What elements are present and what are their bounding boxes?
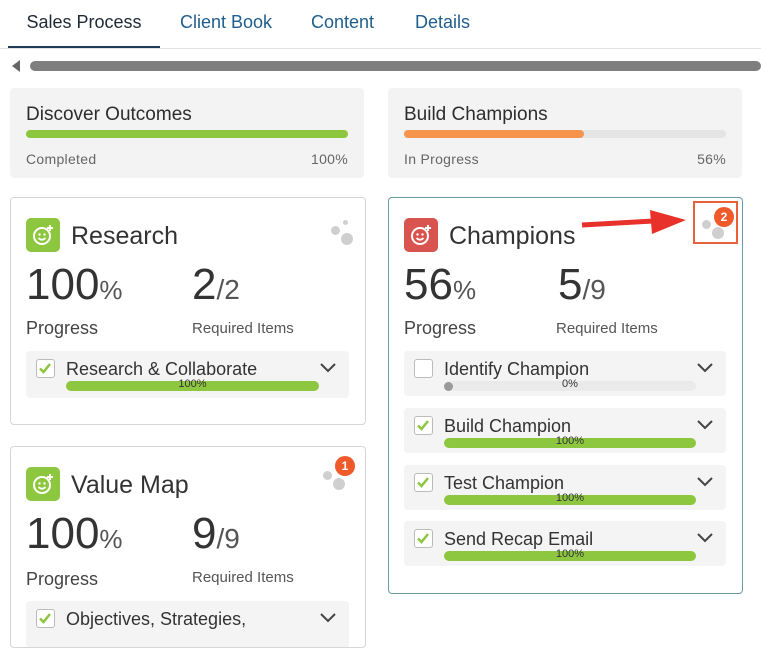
- notification-badge[interactable]: 2: [714, 207, 734, 227]
- summary-progress-bar: [404, 130, 726, 138]
- item-checkbox[interactable]: [414, 359, 433, 378]
- item-label: Research & Collaborate: [66, 359, 258, 379]
- tab-content[interactable]: Content: [311, 12, 375, 32]
- item-progress-bar: [444, 551, 696, 561]
- check-icon: [39, 363, 51, 374]
- stage-required-count: 5/9: [558, 260, 606, 309]
- checklist-item[interactable]: Research & Collaborate 100%: [26, 351, 349, 398]
- people-dots-icon[interactable]: [702, 214, 728, 240]
- horizontal-scrollbar[interactable]: [30, 61, 761, 71]
- summary-progress-fill: [404, 130, 585, 138]
- progress-label: Progress: [26, 569, 99, 589]
- item-percent: 0%: [562, 378, 578, 390]
- summary-title: Build Champions: [404, 104, 548, 125]
- item-checkbox[interactable]: [36, 609, 55, 628]
- smiley-plus-icon: [26, 467, 60, 501]
- chevron-down-icon[interactable]: [318, 609, 338, 625]
- required-items-label: Required Items: [556, 320, 658, 337]
- item-percent: 100%: [555, 435, 585, 447]
- item-checkbox[interactable]: [36, 359, 55, 378]
- required-items-label: Required Items: [192, 320, 294, 337]
- annotation-highlight-box: [693, 201, 738, 244]
- stage-title: Value Map: [71, 471, 189, 499]
- summary-status: In Progress: [404, 151, 479, 167]
- item-label: Build Champion: [444, 416, 572, 436]
- item-label: Test Champion: [444, 473, 565, 493]
- required-items-label: Required Items: [192, 569, 294, 586]
- check-icon: [417, 420, 429, 431]
- progress-label: Progress: [404, 318, 477, 338]
- chevron-down-icon[interactable]: [695, 359, 715, 375]
- item-label: Send Recap Email: [444, 529, 594, 549]
- item-label: Objectives, Strategies,: [66, 609, 247, 629]
- item-progress-bar: [66, 381, 319, 391]
- people-dots-icon[interactable]: [323, 465, 349, 491]
- check-icon: [417, 477, 429, 488]
- stage-card-champions[interactable]: Champions 2 56% 5/9 Progress Required It…: [388, 197, 743, 594]
- item-percent: 100%: [178, 378, 207, 390]
- progress-label: Progress: [26, 318, 99, 338]
- checklist-item[interactable]: Test Champion 100%: [404, 465, 726, 510]
- stage-progress-value: 100%: [26, 260, 123, 309]
- annotation-arrow-icon: [581, 210, 686, 234]
- stage-title: Champions: [449, 222, 576, 250]
- summary-progress-bar: [26, 130, 348, 138]
- item-percent: 100%: [555, 492, 585, 504]
- checklist-item[interactable]: Send Recap Email 100%: [404, 521, 726, 566]
- tab-client-book[interactable]: Client Book: [180, 12, 273, 32]
- stage-progress-value: 56%: [404, 260, 477, 309]
- checklist-item[interactable]: Build Champion 100%: [404, 408, 726, 453]
- check-icon: [39, 613, 51, 624]
- smiley-plus-icon: [26, 218, 60, 252]
- summary-title: Discover Outcomes: [26, 104, 192, 125]
- chevron-down-icon[interactable]: [695, 529, 715, 545]
- item-checkbox[interactable]: [414, 529, 433, 548]
- scroll-left-arrow-icon[interactable]: [12, 60, 20, 72]
- item-checkbox[interactable]: [414, 416, 433, 435]
- stage-required-count: 9/9: [192, 509, 240, 558]
- summary-progress-fill: [26, 130, 348, 138]
- item-checkbox[interactable]: [414, 473, 433, 492]
- tab-bar: Sales Process Client Book Content Detail…: [0, 0, 761, 49]
- summary-percent: 56%: [697, 151, 726, 167]
- chevron-down-icon[interactable]: [695, 416, 715, 432]
- checklist-item[interactable]: Objectives, Strategies,: [26, 601, 349, 647]
- tab-sales-process[interactable]: Sales Process: [8, 0, 160, 48]
- stage-title: Research: [71, 222, 178, 250]
- stage-progress-value: 100%: [26, 509, 123, 558]
- item-progress-bar: [444, 438, 696, 448]
- summary-build-champions[interactable]: Build Champions In Progress 56%: [388, 88, 742, 178]
- tab-details[interactable]: Details: [415, 12, 471, 32]
- people-dots-icon[interactable]: [331, 220, 357, 246]
- stage-card-research[interactable]: Research 100% 2/2 Progress Required Item…: [10, 197, 366, 425]
- stage-card-value-map[interactable]: Value Map 1 100% 9/9 Progress Required I…: [10, 446, 366, 648]
- summary-status: Completed: [26, 151, 97, 167]
- item-percent: 100%: [555, 548, 585, 560]
- item-label: Identify Champion: [444, 359, 590, 379]
- smiley-plus-icon: [404, 218, 438, 252]
- summary-discover-outcomes[interactable]: Discover Outcomes Completed 100%: [10, 88, 364, 178]
- item-progress-bar: [444, 381, 696, 391]
- progress-knob: [444, 382, 453, 391]
- stage-required-count: 2/2: [192, 260, 240, 309]
- checklist-item[interactable]: Identify Champion 0%: [404, 351, 726, 396]
- summary-percent: 100%: [310, 151, 348, 167]
- chevron-down-icon[interactable]: [318, 359, 338, 375]
- notification-badge[interactable]: 1: [335, 456, 355, 476]
- check-icon: [417, 533, 429, 544]
- item-progress-bar: [444, 495, 696, 505]
- chevron-down-icon[interactable]: [695, 473, 715, 489]
